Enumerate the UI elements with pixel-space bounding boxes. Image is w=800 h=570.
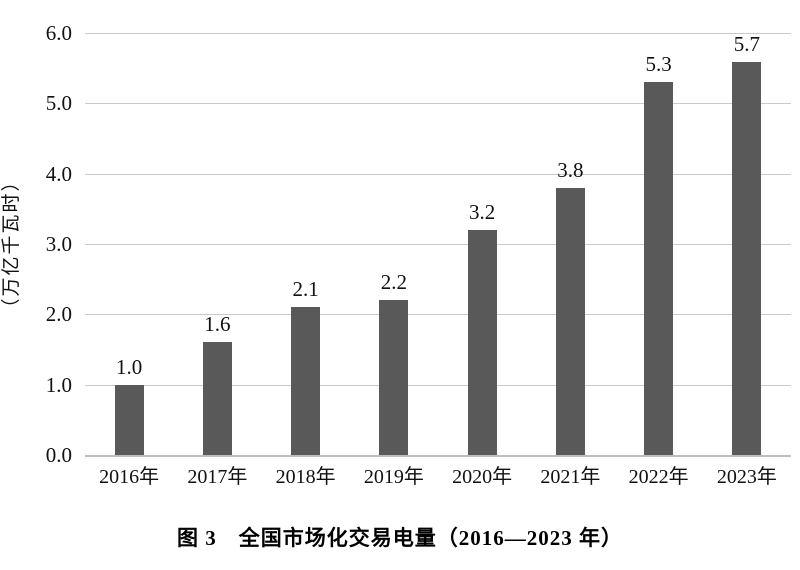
bar-value-label: 5.7 <box>733 32 760 56</box>
bar-value-label: 1.6 <box>204 312 231 337</box>
y-tick-label: 0.0 <box>45 443 72 467</box>
gridline <box>85 244 791 245</box>
x-tick-label: 2023年 <box>716 466 777 488</box>
bar-value-label: 3.2 <box>469 199 496 224</box>
bar-value-label: 2.1 <box>292 277 319 302</box>
y-tick-label: 3.0 <box>45 232 72 256</box>
bar-value-label: 2.2 <box>380 270 407 295</box>
gridline <box>85 33 791 34</box>
gridline <box>85 314 791 316</box>
bar-group: 1.0 <box>85 33 173 455</box>
bar-group: 5.3 <box>615 33 703 455</box>
bar-value-label: 3.8 <box>557 157 584 182</box>
bar-value-label: 5.3 <box>645 52 672 77</box>
bar-group: 2.2 <box>350 33 438 455</box>
bar <box>202 342 232 455</box>
x-axis-tick-labels: 2016年 2017年 2018年 2019年 2020年 2021年 2022年 2023年 <box>85 460 791 489</box>
bar <box>467 229 497 455</box>
x-tick-label: 2022年 <box>628 466 689 488</box>
chart-caption: 图 3 全国市场化交易电量（2016—2023 年） <box>177 526 623 550</box>
y-tick-label: 5.0 <box>45 91 72 116</box>
bars-layer: 1.0 1.6 2.1 2.2 3.2 3.8 5.3 5.7 <box>85 33 791 455</box>
x-tick-label: 2017年 <box>187 466 248 488</box>
x-tick-label: 2019年 <box>363 466 424 488</box>
bar-group: 3.2 <box>438 33 526 455</box>
bar-group: 1.6 <box>173 33 261 455</box>
bar-group: 5.7 <box>703 33 791 455</box>
x-tick-label: 2018年 <box>275 466 336 488</box>
x-tick-label: 2016年 <box>99 466 160 488</box>
gridline <box>85 384 791 386</box>
bar-value-label: 1.0 <box>116 354 143 379</box>
plot-area: 1.0 1.6 2.1 2.2 3.2 3.8 5.3 5.7 <box>85 33 791 457</box>
bar <box>732 62 762 455</box>
x-tick-label: 2020年 <box>452 466 513 488</box>
bar <box>291 307 321 455</box>
bar <box>644 82 674 455</box>
y-tick-label: 6.0 <box>45 21 72 45</box>
gridline <box>85 103 791 105</box>
x-tick-label: 2021年 <box>540 466 601 488</box>
bar-group: 3.8 <box>526 33 614 455</box>
bar-group: 2.1 <box>262 33 350 455</box>
y-tick-label: 4.0 <box>45 161 72 186</box>
bar <box>114 384 144 455</box>
y-tick-label: 2.0 <box>45 302 72 327</box>
y-tick-label: 1.0 <box>45 372 72 397</box>
gridline <box>85 173 791 175</box>
bar <box>379 300 409 455</box>
bar <box>555 187 585 455</box>
